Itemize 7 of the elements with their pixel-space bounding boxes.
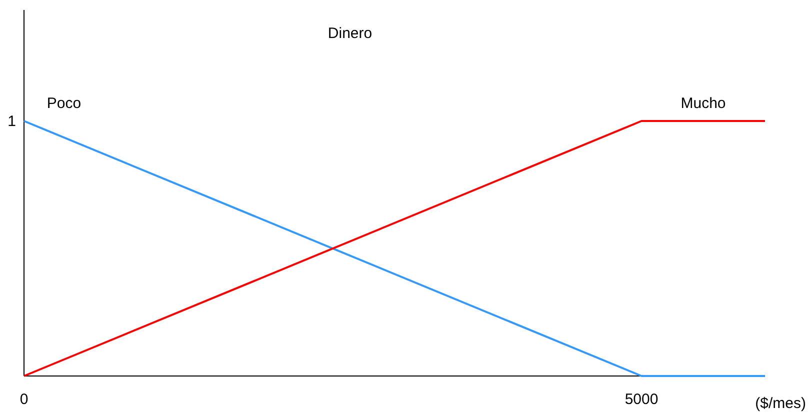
series-label: Mucho xyxy=(680,95,726,112)
chart-title: Dinero xyxy=(328,25,372,42)
series-label: Poco xyxy=(46,95,82,112)
x-axis-title: ($/mes) xyxy=(755,395,806,412)
text: 1 xyxy=(8,113,16,130)
x-tick-label: 5000 xyxy=(624,391,658,408)
x-tick-label: 0 xyxy=(20,391,28,408)
